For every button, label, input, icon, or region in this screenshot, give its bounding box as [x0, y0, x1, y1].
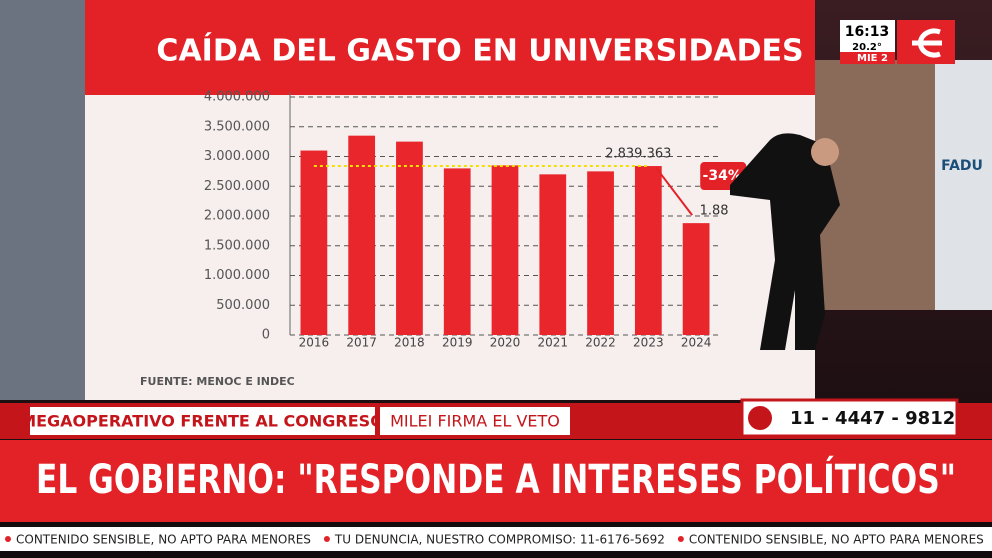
logo-mark [912, 28, 942, 58]
presenter-head [811, 138, 839, 166]
ticker-dot [677, 536, 684, 542]
value-label: 1.88 [700, 204, 729, 219]
y-tick-label: 500.000 [216, 298, 270, 313]
subtag: MILEI FIRMA EL VETO [390, 412, 560, 431]
headline: EL GOBIERNO: "RESPONDE A INTERESES POLÍT… [36, 455, 956, 503]
phone-icon [748, 406, 772, 430]
y-tick-label: 3.500.000 [204, 119, 270, 134]
sign-panel [935, 60, 992, 310]
bar [634, 166, 662, 335]
tag-box [30, 407, 375, 435]
value-label: 2.839.363 [605, 147, 671, 162]
y-tick-label: 2.000.000 [204, 209, 270, 224]
subtag-box [380, 407, 570, 435]
x-tick-label: 2016 [299, 336, 330, 350]
ticker-item: TU DENUNCIA, NUESTRO COMPROMISO: 11-6176… [334, 533, 665, 547]
plot: 0 500.000 1.000.000 1.500.000 2.000.000 2.500… [204, 90, 747, 350]
x-tick-label: 2021 [538, 336, 569, 350]
ticker-bar [0, 527, 992, 551]
y-tick-label: 2.500.000 [204, 179, 270, 194]
ticker-item: CONTENIDO SENSIBLE, NO APTO PARA MENORES [16, 533, 311, 547]
crowd-screen [0, 0, 95, 400]
bar [443, 168, 471, 335]
bar [300, 150, 328, 335]
presenter [730, 133, 840, 350]
x-tick-label: 2020 [490, 336, 521, 350]
x-tick-label: 2018 [394, 336, 425, 350]
bar [396, 141, 423, 335]
bar [587, 171, 614, 335]
ticker-dot [323, 536, 330, 542]
phone-box [740, 398, 959, 438]
sign-text: FADU [941, 158, 983, 174]
x-tick-label: 2019 [442, 336, 473, 350]
headline-bar [0, 440, 992, 522]
y-tick-label: 1.000.000 [204, 268, 270, 283]
y-tick-label: 3.000.000 [204, 149, 270, 164]
clock-temp: 20.2° [852, 42, 882, 53]
x-tick-label: 2024 [681, 336, 712, 350]
ticker-item: CONTENIDO SENSIBLE, NO APTO PARA MENORES [689, 533, 984, 547]
x-tick-label: 2022 [585, 336, 616, 350]
phone: 11 - 4447 - 9812 [790, 408, 955, 429]
title-banner [85, 0, 815, 95]
bar [348, 135, 376, 335]
day-box [840, 52, 895, 64]
chart-title: CAÍDA DEL GASTO EN UNIVERSIDADES [156, 33, 803, 69]
chart-source: FUENTE: MENOC E INDEC [140, 375, 295, 388]
annotation: -34% [703, 168, 742, 184]
y-tick-label: 4.000.000 [204, 90, 270, 105]
tag: MEGAOPERATIVO FRENTE AL CONGRESO [20, 412, 384, 431]
clock-day: MIE 2 [857, 53, 888, 64]
bar [491, 165, 519, 335]
annotation-arrow [655, 167, 693, 216]
ticker-dot [5, 536, 11, 542]
clock-time: 16:13 [845, 24, 890, 40]
y-tick-label: 1.500.000 [204, 238, 270, 253]
y-tick-label: 0 [262, 328, 270, 343]
bar [539, 174, 567, 335]
x-tick-label: 2023 [633, 336, 664, 350]
bar [682, 223, 710, 335]
x-tick-label: 2017 [346, 336, 377, 350]
ticker: CONTENIDO SENSIBLE, NO APTO PARA MENORES… [5, 533, 984, 547]
